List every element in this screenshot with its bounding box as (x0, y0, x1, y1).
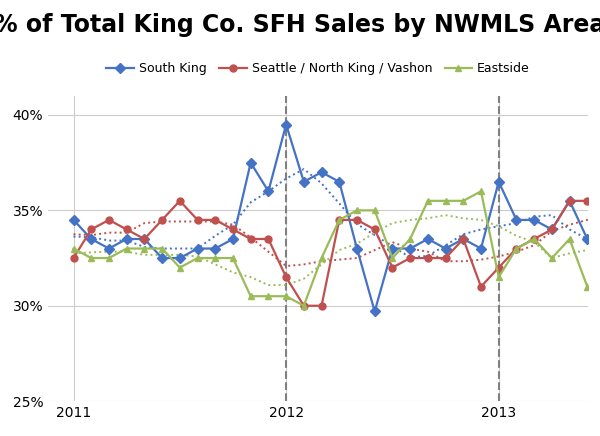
Line: South King: South King (70, 121, 600, 315)
South King (141, 236, 148, 242)
Seattle / North King / Vashon (158, 217, 166, 222)
Eastside (212, 255, 219, 261)
Eastside (424, 198, 431, 204)
Eastside (318, 255, 325, 261)
Seattle / North King / Vashon (70, 255, 77, 261)
Eastside (265, 293, 272, 299)
Eastside (460, 198, 467, 204)
South King (176, 255, 184, 261)
Eastside (371, 208, 378, 213)
Seattle / North King / Vashon (318, 303, 325, 308)
Eastside (194, 255, 201, 261)
South King (300, 179, 307, 184)
Seattle / North King / Vashon (300, 303, 307, 308)
South King (229, 236, 236, 242)
South King (566, 198, 573, 204)
Seattle / North King / Vashon (88, 227, 95, 232)
South King (265, 189, 272, 194)
Seattle / North King / Vashon (194, 217, 201, 222)
South King (70, 217, 77, 222)
South King (389, 246, 396, 251)
Eastside (283, 293, 290, 299)
Seattle / North King / Vashon (335, 217, 343, 222)
South King (495, 179, 502, 184)
Eastside (353, 208, 361, 213)
Eastside (88, 255, 95, 261)
Eastside (530, 236, 538, 242)
Seattle / North King / Vashon (283, 275, 290, 280)
Seattle / North King / Vashon (530, 236, 538, 242)
South King (158, 255, 166, 261)
Seattle / North King / Vashon (495, 265, 502, 270)
Line: Seattle / North King / Vashon: Seattle / North King / Vashon (70, 198, 600, 309)
South King (106, 246, 113, 251)
South King (478, 246, 485, 251)
Seattle / North King / Vashon (106, 217, 113, 222)
South King (371, 309, 378, 314)
Eastside (566, 236, 573, 242)
Seattle / North King / Vashon (247, 236, 254, 242)
Eastside (584, 284, 591, 290)
Eastside (548, 255, 556, 261)
South King (247, 160, 254, 165)
Seattle / North King / Vashon (424, 255, 431, 261)
Eastside (106, 255, 113, 261)
Seattle / North King / Vashon (442, 255, 449, 261)
South King (530, 217, 538, 222)
South King (353, 246, 361, 251)
South King (442, 246, 449, 251)
Eastside (300, 303, 307, 308)
Seattle / North King / Vashon (566, 198, 573, 204)
Eastside (513, 246, 520, 251)
Seattle / North King / Vashon (353, 217, 361, 222)
Seattle / North King / Vashon (478, 284, 485, 290)
Eastside (123, 246, 130, 251)
South King (584, 236, 591, 242)
South King (513, 217, 520, 222)
South King (88, 236, 95, 242)
Seattle / North King / Vashon (212, 217, 219, 222)
Eastside (141, 246, 148, 251)
Seattle / North King / Vashon (265, 236, 272, 242)
Eastside (247, 293, 254, 299)
Seattle / North King / Vashon (176, 198, 184, 204)
South King (407, 246, 414, 251)
South King (318, 170, 325, 175)
Text: % of Total King Co. SFH Sales by NWMLS Area: % of Total King Co. SFH Sales by NWMLS A… (0, 13, 600, 37)
Eastside (495, 275, 502, 280)
Seattle / North King / Vashon (371, 227, 378, 232)
South King (194, 246, 201, 251)
Eastside (158, 246, 166, 251)
Eastside (442, 198, 449, 204)
Eastside (176, 265, 184, 270)
South King (123, 236, 130, 242)
South King (212, 246, 219, 251)
Seattle / North King / Vashon (141, 236, 148, 242)
Seattle / North King / Vashon (460, 236, 467, 242)
Seattle / North King / Vashon (584, 198, 591, 204)
Seattle / North King / Vashon (389, 265, 396, 270)
Seattle / North King / Vashon (407, 255, 414, 261)
Seattle / North King / Vashon (548, 227, 556, 232)
Seattle / North King / Vashon (229, 227, 236, 232)
Seattle / North King / Vashon (513, 246, 520, 251)
South King (460, 236, 467, 242)
Line: Eastside: Eastside (70, 188, 600, 309)
Eastside (389, 255, 396, 261)
Eastside (229, 255, 236, 261)
South King (424, 236, 431, 242)
Eastside (407, 236, 414, 242)
Eastside (70, 246, 77, 251)
Eastside (478, 189, 485, 194)
South King (548, 227, 556, 232)
Seattle / North King / Vashon (123, 227, 130, 232)
South King (283, 122, 290, 127)
South King (335, 179, 343, 184)
Legend: South King, Seattle / North King / Vashon, Eastside: South King, Seattle / North King / Vasho… (106, 62, 530, 75)
Eastside (335, 217, 343, 222)
